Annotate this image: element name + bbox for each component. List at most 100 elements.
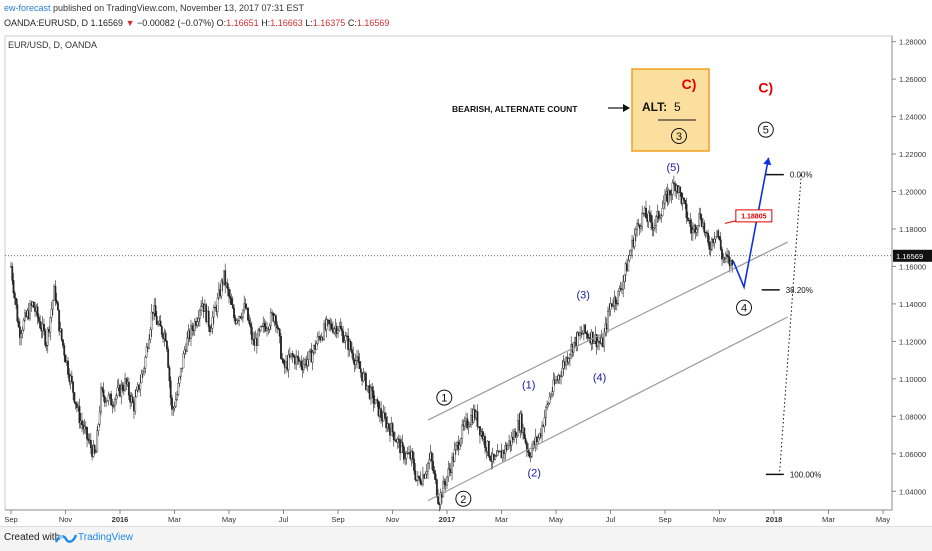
candle-body (357, 356, 360, 362)
x-tick-label: Mar (822, 515, 835, 524)
candle-body (116, 387, 119, 396)
wave-label: (4) (593, 372, 606, 384)
candle-body (640, 226, 642, 229)
candle-body (494, 456, 497, 460)
candle-body (560, 375, 562, 377)
candle-body (397, 438, 400, 440)
price-chart[interactable]: EUR/USD, D, OANDA 1.040001.060001.080001… (0, 34, 932, 526)
candle-body (460, 438, 462, 446)
candle-body (193, 321, 196, 331)
candle-body (684, 200, 687, 205)
candle-body (698, 213, 701, 226)
candle-body (537, 437, 540, 442)
candle-body (296, 356, 299, 358)
candle-body (380, 408, 382, 418)
candle-body (228, 289, 230, 297)
wave-circle (757, 121, 774, 138)
wave-circle (455, 490, 472, 507)
candle-body (135, 390, 138, 398)
candle-body (392, 431, 395, 441)
candle-body (418, 475, 421, 479)
candle-body (359, 368, 362, 373)
candle-body (238, 316, 241, 321)
candle-body (510, 436, 513, 446)
candle-body (543, 417, 546, 427)
candle-body (198, 310, 201, 319)
alt-label: ALT: (642, 100, 667, 114)
candle-body (139, 382, 142, 390)
candle-body (282, 359, 285, 364)
y-tick-label: 1.24000 (899, 113, 926, 122)
candle-body (551, 391, 554, 396)
candle-body (607, 310, 609, 329)
candle-body (268, 325, 271, 330)
fib-level-label: 100.00% (790, 470, 822, 479)
candle-body (18, 326, 21, 338)
candle-body (97, 424, 100, 431)
publish-line: ew-forecast published on TradingView.com… (4, 3, 304, 13)
candle-body (179, 368, 182, 377)
candle-body (287, 354, 290, 370)
candle-body (110, 393, 113, 406)
candle-body (403, 446, 405, 460)
candle-body (300, 360, 303, 367)
candle-body (257, 329, 260, 346)
candle-body (385, 417, 388, 429)
alt-c-label: C) (682, 76, 697, 92)
candle-body (556, 379, 559, 381)
candle-body (323, 323, 325, 340)
author-link[interactable]: ew-forecast (4, 3, 51, 13)
candle-body (584, 324, 587, 333)
candle-body (190, 325, 192, 340)
candle-body (87, 438, 90, 441)
candle-body (67, 360, 69, 375)
candle-body (552, 379, 555, 392)
fib-dotted-line (778, 174, 802, 475)
candle-body (707, 232, 709, 243)
candle-body (29, 303, 31, 319)
candle-body (547, 403, 550, 405)
candle-body (22, 319, 25, 331)
tradingview-brand[interactable]: TradingView (78, 532, 134, 543)
candle-body (422, 474, 424, 485)
candle-body (694, 225, 697, 233)
candle-body (145, 346, 148, 358)
candle-body (143, 368, 145, 372)
candle-body (70, 375, 73, 382)
candle-body (520, 413, 523, 433)
candle-body (714, 236, 717, 240)
x-tick-label: Mar (168, 515, 181, 524)
candle-body (603, 332, 606, 348)
candle-body (21, 329, 24, 334)
down-arrow-icon: ▼ (125, 18, 135, 28)
candle-body (177, 383, 180, 395)
candle-body (106, 400, 109, 402)
candle-body (719, 239, 722, 250)
candle-body (428, 459, 431, 464)
x-tick-label: Mar (495, 515, 508, 524)
candle-body (233, 307, 235, 319)
candle-body (114, 399, 116, 407)
candle-body (400, 442, 403, 454)
candle-body (623, 274, 626, 282)
close-label: C: (347, 18, 357, 28)
candle-body (713, 238, 716, 244)
candle-body (73, 392, 76, 403)
candle-body (437, 496, 440, 504)
candle-body (557, 375, 560, 380)
candle-body (81, 420, 83, 425)
candle-body (484, 436, 486, 448)
candle-body (699, 213, 702, 219)
footer-bar: Created with TradingView (0, 526, 932, 551)
x-tick-label: Sep (658, 515, 671, 524)
candle-body (56, 302, 59, 311)
candle-body (655, 216, 658, 226)
candle-body (101, 387, 104, 391)
candle-body (174, 399, 177, 408)
candle-body (555, 379, 557, 384)
candle-body (111, 404, 114, 407)
candle-body (169, 380, 172, 399)
candle-body (618, 288, 621, 292)
fib-level-label: 38.20% (786, 286, 813, 295)
candle-body (49, 317, 52, 333)
